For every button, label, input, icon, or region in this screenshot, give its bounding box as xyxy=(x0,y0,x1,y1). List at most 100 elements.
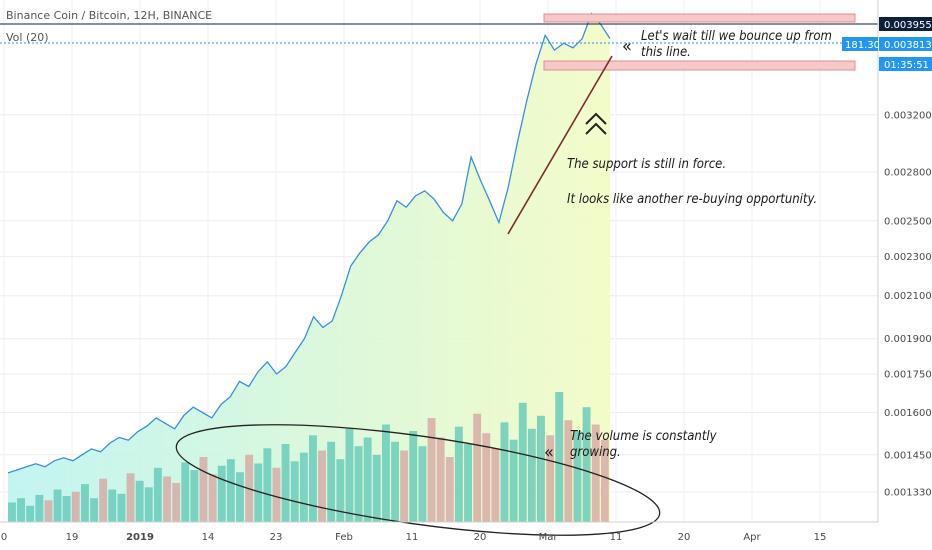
countdown-badge-bg xyxy=(879,57,932,71)
volume-bar xyxy=(144,487,153,522)
volume-bar xyxy=(26,505,35,523)
volume-bar xyxy=(564,420,573,522)
volume-indicator-label: Vol (20) xyxy=(6,31,49,44)
volume-bar xyxy=(318,450,326,522)
x-tick-label: Feb xyxy=(335,532,353,543)
double-left-arrow-icon: « xyxy=(544,442,554,463)
volume-bar xyxy=(327,441,336,522)
volume-bar xyxy=(172,483,181,522)
volume-bar xyxy=(391,441,399,522)
x-tick-label: Mar xyxy=(539,532,559,543)
volume-bar xyxy=(600,439,609,522)
volume-bar xyxy=(573,431,582,522)
volume-bar xyxy=(290,461,299,522)
volume-bar xyxy=(117,493,126,522)
volume-bar xyxy=(546,435,555,522)
x-tick-label: 11 xyxy=(406,532,419,543)
volume-bar xyxy=(272,467,281,522)
volume-bar xyxy=(199,457,208,522)
volume-bar xyxy=(263,448,272,522)
x-tick-label: 14 xyxy=(202,532,215,543)
volume-bar xyxy=(44,500,53,522)
volume-bar xyxy=(436,437,445,522)
price-area-fill xyxy=(8,13,610,522)
double-up-arrow-icon xyxy=(585,112,607,135)
volume-bar xyxy=(454,426,463,522)
volume-bar xyxy=(99,478,108,522)
price-badge: 0.0039550 xyxy=(884,20,932,31)
volume-bar xyxy=(555,392,564,522)
volume-bar xyxy=(363,437,372,522)
volume-bar xyxy=(217,465,226,522)
volume-bar xyxy=(181,462,190,522)
percent-badge: 181.30% xyxy=(845,40,890,51)
volume-bar xyxy=(473,413,482,522)
volume-bar xyxy=(418,446,427,522)
volume-bar xyxy=(354,446,363,522)
x-tick-label: 23 xyxy=(270,532,283,543)
price-line xyxy=(7,12,611,474)
resistance-zone-lower xyxy=(543,60,856,71)
volume-bar xyxy=(108,489,117,522)
countdown-badge: 01:35:51 xyxy=(884,60,929,71)
x-tick-label: 2019 xyxy=(126,532,154,543)
price-badge-bg xyxy=(879,17,932,31)
volume-bar xyxy=(236,472,244,522)
volume-bar xyxy=(126,473,135,523)
x-tick-label: 15 xyxy=(814,532,827,543)
percent-badge-bg xyxy=(842,37,878,51)
price-badge-2-bg xyxy=(879,37,932,51)
x-tick-label: Apr xyxy=(743,532,761,543)
volume-bar xyxy=(500,422,509,522)
x-tick-label: 20 xyxy=(474,532,487,543)
volume-bar xyxy=(464,444,472,522)
volume-bar xyxy=(163,476,171,522)
price-badge-2: 0.0038136 xyxy=(884,40,932,51)
x-tick-label: 19 xyxy=(66,532,79,543)
volume-bar xyxy=(190,470,199,522)
volume-bar xyxy=(309,435,317,522)
volume-bar xyxy=(226,459,235,522)
volume-bar xyxy=(527,428,536,522)
volume-bar xyxy=(299,452,308,522)
resistance-zone-upper xyxy=(543,13,856,23)
volume-ellipse xyxy=(175,424,661,536)
grid xyxy=(0,0,878,522)
chart-title: Binance Coin / Bitcoin, 12H, BINANCE xyxy=(6,9,212,22)
annotation-rebuy: It looks like another re-buying opportun… xyxy=(567,192,817,207)
annotation-support: The support is still in force. xyxy=(567,157,726,172)
annotation-bounce-line-1: Let's wait till we bounce up from xyxy=(641,29,832,44)
volume-bar xyxy=(62,496,71,522)
volume-bars xyxy=(8,392,609,523)
volume-bar xyxy=(208,474,217,522)
volume-bar xyxy=(153,467,162,522)
volume-bar xyxy=(81,484,89,522)
volume-bar xyxy=(509,439,518,522)
volume-bar xyxy=(8,502,16,522)
volume-bar xyxy=(591,424,600,522)
volume-bar xyxy=(35,494,44,522)
volume-bar xyxy=(345,428,354,522)
annotation-volume-line-2: growing. xyxy=(570,445,621,460)
x-tick-label: 0 xyxy=(1,532,7,543)
volume-bar xyxy=(281,444,290,522)
volume-bar xyxy=(254,463,263,522)
double-left-arrow-icon: « xyxy=(622,36,632,57)
x-tick-label: 20 xyxy=(678,532,691,543)
volume-bar xyxy=(400,450,409,522)
price-series-line xyxy=(7,12,611,474)
annotation-bounce-line-2: this line. xyxy=(641,45,691,60)
x-tick-label: 11 xyxy=(610,532,623,543)
